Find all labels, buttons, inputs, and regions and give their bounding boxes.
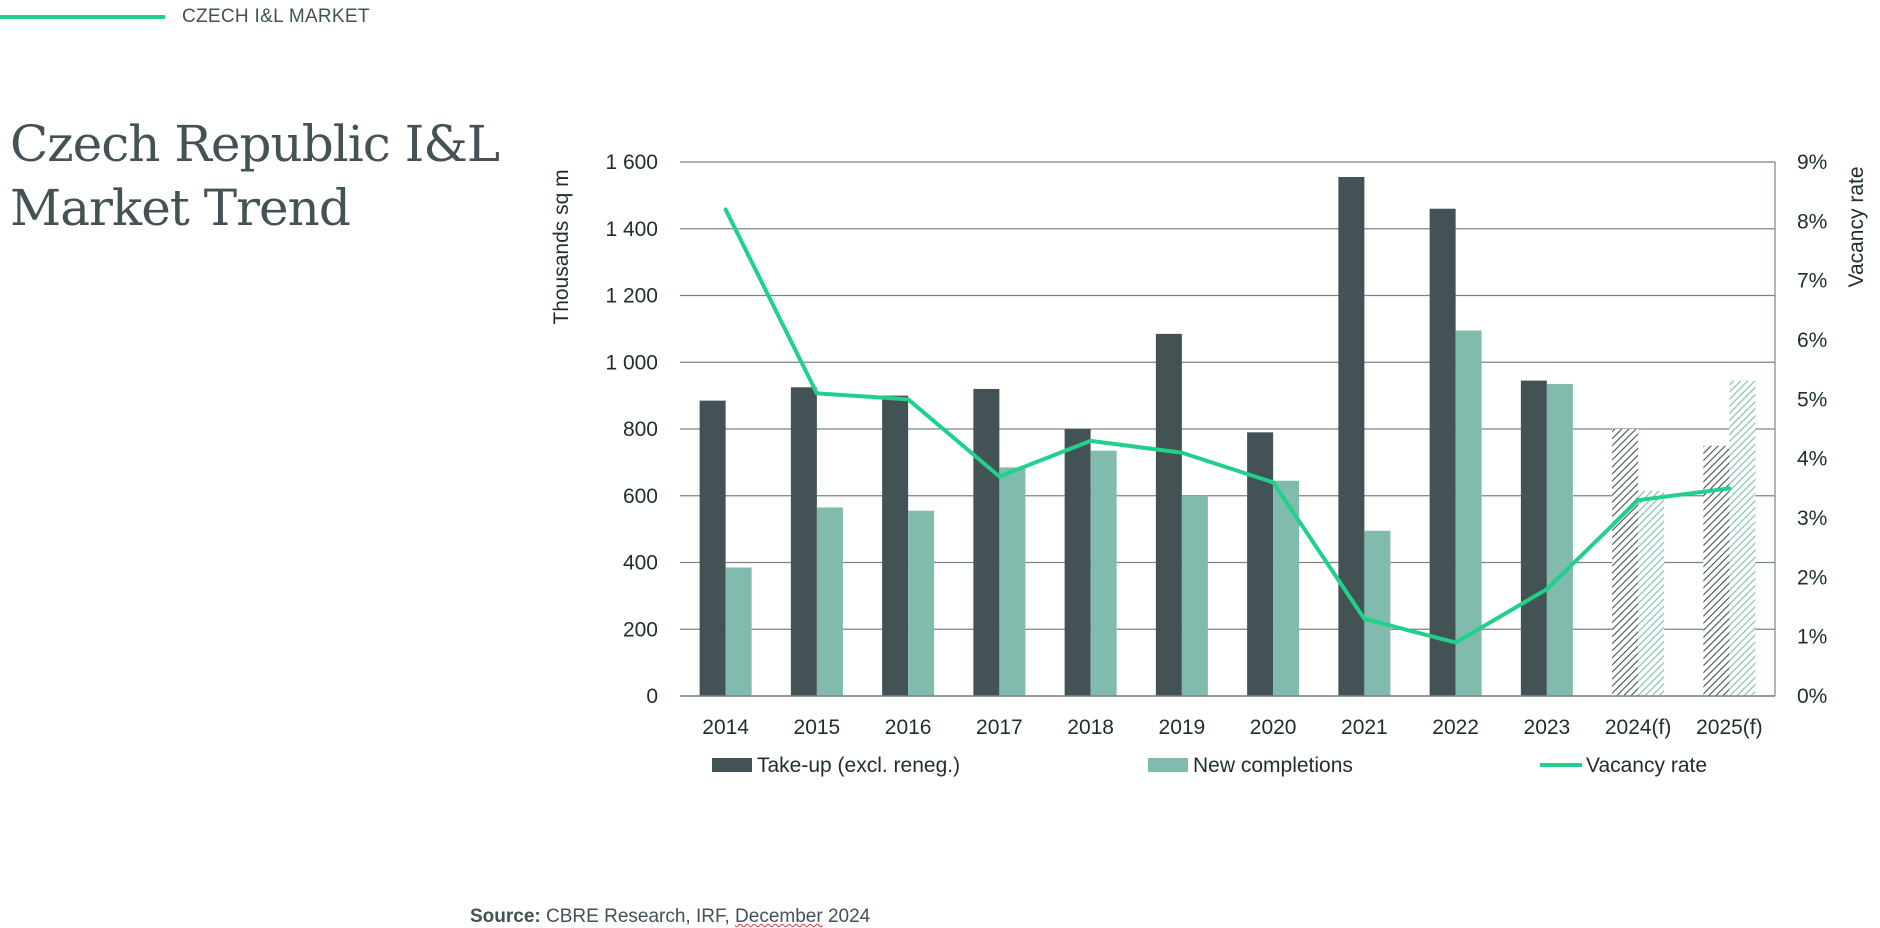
y2-tick-label: 3%	[1797, 507, 1827, 530]
legend-swatch-completions	[1148, 758, 1188, 772]
page-title: Czech Republic I&L Market Trend	[10, 112, 530, 240]
source-date-word: December	[735, 906, 823, 927]
completions-bar	[725, 567, 752, 696]
x-tick-label: 2024(f)	[1605, 716, 1672, 739]
y-tick-label: 0	[646, 685, 658, 708]
y2-tick-label: 1%	[1797, 626, 1827, 649]
grid-lines	[680, 161, 1775, 697]
y2-tick-label: 7%	[1797, 270, 1827, 293]
y2-tick-label: 5%	[1797, 388, 1827, 411]
y2-tick-label: 8%	[1797, 210, 1827, 233]
legend-label-vacancy: Vacancy rate	[1586, 754, 1707, 777]
legend-label-takeup: Take-up (excl. reneg.)	[757, 754, 960, 777]
completions-bar	[1181, 495, 1208, 696]
takeup-bar	[699, 400, 726, 696]
completions-bar	[999, 467, 1026, 696]
legend: Take-up (excl. reneg.) New completions Vac…	[712, 754, 1707, 777]
y2-tick-label: 9%	[1797, 151, 1827, 174]
y2-tick-label: 4%	[1797, 448, 1827, 471]
vacancy-rate-line	[723, 207, 1732, 645]
page-title-line-1: Czech Republic I&L	[10, 115, 500, 173]
chart-svg: 0 200 400 600 800 1 000 1 200 1 400 1 600 0% 1% 2% 3…	[550, 151, 1868, 777]
legend-label-completions: New completions	[1193, 754, 1353, 777]
source-note: Source: CBRE Research, IRF, December 202…	[470, 906, 870, 928]
takeup-bar	[1155, 333, 1182, 696]
completions-bar	[1546, 383, 1573, 696]
y-tick-label: 800	[623, 418, 658, 441]
header-accent-rule	[0, 15, 165, 19]
x-tick-label: 2019	[1159, 716, 1206, 739]
source-year: 2024	[822, 906, 871, 927]
section-header: CZECH I&L MARKET	[0, 0, 600, 36]
x-tick-label: 2018	[1067, 716, 1114, 739]
x-tick-label: 2020	[1250, 716, 1297, 739]
completions-bar	[1090, 450, 1117, 696]
page-title-line-2: Market Trend	[10, 179, 351, 237]
x-tick-label: 2017	[976, 716, 1023, 739]
source-text: CBRE Research, IRF,	[540, 906, 736, 927]
completions-bar	[1729, 380, 1756, 696]
takeup-bar	[1520, 380, 1547, 696]
x-tick-label: 2025(f)	[1696, 716, 1763, 739]
completions-bar	[816, 507, 843, 696]
takeup-bar	[1612, 429, 1639, 696]
y-tick-label: 200	[623, 618, 658, 641]
section-label: CZECH I&L MARKET	[182, 6, 370, 27]
legend-swatch-takeup	[712, 758, 752, 772]
x-tick-label: 2023	[1524, 716, 1571, 739]
takeup-bar	[1247, 432, 1274, 696]
vacancy-line-layer	[723, 207, 1732, 645]
completions-bar	[908, 510, 935, 696]
y2-axis-label: Vacancy rate	[1845, 166, 1868, 287]
y2-tick-label: 2%	[1797, 566, 1827, 589]
axes: 0 200 400 600 800 1 000 1 200 1 400 1 600 0% 1% 2% 3…	[550, 151, 1868, 739]
y-tick-label: 1 000	[605, 351, 658, 374]
takeup-bar	[1064, 429, 1091, 696]
x-tick-label: 2015	[794, 716, 841, 739]
market-trend-chart: 0 200 400 600 800 1 000 1 200 1 400 1 600 0% 1% 2% 3…	[520, 130, 1880, 800]
source-label: Source:	[470, 906, 541, 927]
y-tick-label: 600	[623, 485, 658, 508]
x-tick-label: 2014	[702, 716, 749, 739]
x-tick-label: 2022	[1432, 716, 1479, 739]
x-tick-label: 2021	[1341, 716, 1388, 739]
y-axis-label: Thousands sq m	[550, 169, 573, 324]
completions-bar	[1364, 530, 1391, 696]
takeup-bar	[1338, 177, 1365, 697]
completions-bar	[1638, 490, 1665, 696]
takeup-bar	[1703, 445, 1730, 696]
x-tick-label: 2016	[885, 716, 932, 739]
y2-tick-label: 0%	[1797, 685, 1827, 708]
y-tick-label: 1 600	[605, 151, 658, 174]
takeup-bar	[1429, 208, 1456, 696]
takeup-bar	[790, 387, 817, 696]
y2-tick-label: 6%	[1797, 329, 1827, 352]
y-tick-label: 1 400	[605, 218, 658, 241]
takeup-bar	[973, 388, 1000, 696]
y-tick-label: 1 200	[605, 285, 658, 308]
bars	[699, 177, 1756, 697]
takeup-bar	[882, 395, 909, 696]
y-tick-label: 400	[623, 552, 658, 575]
